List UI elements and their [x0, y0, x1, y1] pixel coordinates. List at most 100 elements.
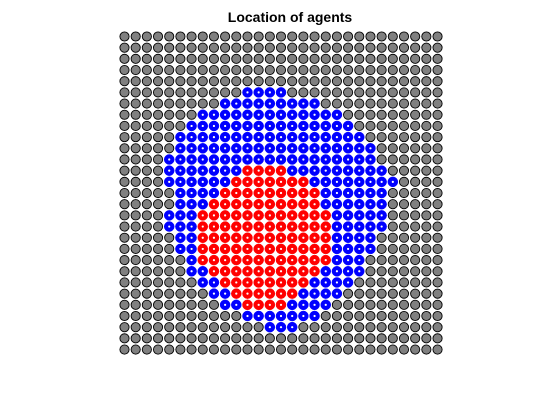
agent-point-highlight: [224, 225, 227, 228]
agent-point-highlight: [369, 180, 372, 183]
agent-point-highlight: [313, 259, 316, 262]
agent-point-outer: [410, 154, 421, 165]
agent-point-highlight: [235, 102, 238, 105]
agent-point-outer: [387, 76, 398, 87]
agent-point-outer: [421, 199, 432, 210]
agent-point-highlight: [358, 158, 361, 161]
agent-point-outer: [152, 98, 164, 109]
agent-point-outer: [119, 31, 130, 42]
agent-point-outer: [309, 322, 320, 333]
agent-point-outer: [130, 98, 141, 109]
agent-point-outer: [186, 109, 197, 120]
agent-point-highlight: [313, 136, 316, 139]
agent-point-outer: [398, 42, 410, 53]
agent-point-outer: [275, 344, 287, 355]
agent-point-outer: [152, 266, 164, 277]
agent-point-outer: [387, 243, 398, 254]
agent-point-outer: [141, 299, 152, 310]
agent-point-outer: [410, 255, 421, 266]
agent-point-outer: [331, 322, 342, 333]
agent-point-highlight: [201, 124, 204, 128]
agent-point-outer: [354, 299, 365, 310]
agent-point-outer: [309, 31, 320, 42]
agent-point-outer: [320, 344, 331, 355]
agent-point-outer: [365, 310, 376, 322]
agent-point-outer: [365, 277, 376, 288]
agent-point-outer: [197, 344, 208, 355]
agent-point-outer: [231, 42, 242, 53]
agent-point-outer: [175, 42, 186, 53]
agent-point-highlight: [179, 136, 182, 139]
agent-point-outer: [387, 266, 398, 277]
agent-point-highlight: [369, 158, 372, 161]
agent-point-highlight: [179, 225, 182, 228]
agent-point-highlight: [235, 180, 238, 183]
agent-point-outer: [141, 42, 152, 53]
agent-point-highlight: [212, 147, 216, 150]
agent-point-highlight: [347, 236, 350, 239]
agent-point-highlight: [313, 281, 316, 284]
agent-point-outer: [152, 132, 164, 143]
agent-point-outer: [309, 76, 320, 87]
agent-point-outer: [432, 277, 443, 288]
agent-point-highlight: [257, 247, 260, 251]
agent-point-outer: [141, 64, 152, 76]
agent-point-outer: [119, 310, 130, 322]
agent-point-outer: [320, 98, 331, 109]
agent-point-outer: [354, 344, 365, 355]
agent-point-highlight: [224, 191, 227, 195]
agent-point-highlight: [190, 259, 193, 262]
agent-point-outer: [387, 232, 398, 243]
agent-point-highlight: [347, 169, 350, 172]
agent-point-outer: [164, 266, 175, 277]
agent-point-highlight: [347, 247, 350, 251]
agent-point-highlight: [179, 158, 182, 161]
agent-point-outer: [130, 243, 141, 254]
agent-point-highlight: [224, 259, 227, 262]
agent-point-outer: [376, 266, 387, 277]
agent-point-outer: [152, 165, 164, 176]
agent-point-outer: [141, 187, 152, 199]
agent-point-highlight: [302, 180, 305, 183]
agent-point-highlight: [201, 236, 204, 239]
agent-point-outer: [242, 333, 253, 344]
agent-point-highlight: [324, 247, 327, 251]
agent-point-highlight: [235, 281, 238, 284]
agent-point-outer: [164, 277, 175, 288]
agent-point-highlight: [246, 191, 249, 195]
agent-point-highlight: [279, 303, 283, 306]
agent-point-highlight: [212, 259, 216, 262]
agent-point-highlight: [302, 236, 305, 239]
agent-point-outer: [432, 176, 443, 187]
agent-point-highlight: [324, 124, 327, 128]
agent-point-outer: [309, 53, 320, 64]
agent-point-highlight: [313, 292, 316, 295]
agent-point-highlight: [347, 124, 350, 128]
agent-point-outer: [152, 277, 164, 288]
agent-point-highlight: [224, 124, 227, 128]
agent-point-highlight: [257, 91, 260, 94]
agent-point-outer: [365, 299, 376, 310]
agent-point-outer: [141, 243, 152, 254]
agent-point-outer: [410, 288, 421, 299]
agent-point-highlight: [335, 147, 339, 150]
agent-point-highlight: [179, 191, 182, 195]
agent-point-outer: [130, 64, 141, 76]
agent-point-outer: [432, 165, 443, 176]
agent-point-outer: [152, 187, 164, 199]
agent-point-outer: [119, 76, 130, 87]
agent-point-highlight: [224, 102, 227, 105]
agent-point-highlight: [257, 102, 260, 105]
agent-point-outer: [376, 277, 387, 288]
agent-point-highlight: [212, 281, 216, 284]
agent-point-outer: [387, 120, 398, 131]
agent-point-outer: [186, 98, 197, 109]
agent-point-highlight: [335, 136, 339, 139]
agent-point-outer: [264, 344, 275, 355]
agent-point-outer: [197, 76, 208, 87]
agent-point-outer: [354, 333, 365, 344]
agent-point-outer: [119, 255, 130, 266]
agent-point-outer: [186, 288, 197, 299]
agent-point-highlight: [179, 203, 182, 206]
agent-point-highlight: [335, 292, 339, 295]
